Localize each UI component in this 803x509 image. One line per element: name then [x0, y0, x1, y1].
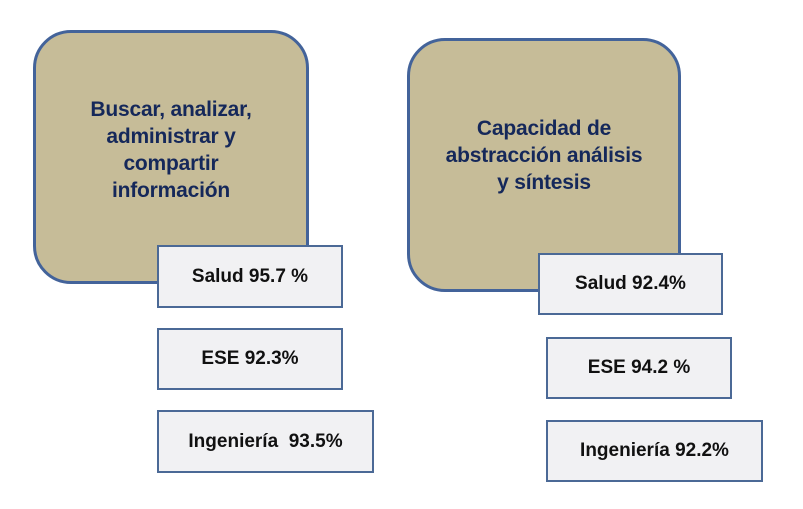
score-label: Salud 95.7 % — [191, 265, 309, 287]
competency-title: Buscar, analizar, administrar y comparti… — [90, 98, 252, 202]
score-box-ingenieria: Ingeniería 93.5% — [157, 410, 374, 473]
competency-title: Capacidad de abstracción análisis y sínt… — [445, 116, 643, 194]
competency-box-information: Buscar, analizar, administrar y comparti… — [33, 30, 309, 284]
score-label: ESE 92.3% — [201, 348, 299, 369]
score-box-salud: Salud 95.7 % — [157, 245, 343, 308]
score-label: Salud 92.4% — [575, 273, 686, 294]
score-box-salud: Salud 92.4% — [538, 253, 723, 315]
score-label: Ingeniería 93.5% — [188, 430, 343, 452]
score-box-ese: ESE 94.2 % — [546, 337, 732, 399]
competency-box-abstraction: Capacidad de abstracción análisis y sínt… — [407, 38, 681, 292]
score-label: ESE 94.2 % — [587, 357, 691, 378]
score-label: Ingeniería 92.2% — [580, 440, 729, 461]
score-box-ese: ESE 92.3% — [157, 328, 343, 390]
score-box-ingenieria: Ingeniería 92.2% — [546, 420, 763, 482]
